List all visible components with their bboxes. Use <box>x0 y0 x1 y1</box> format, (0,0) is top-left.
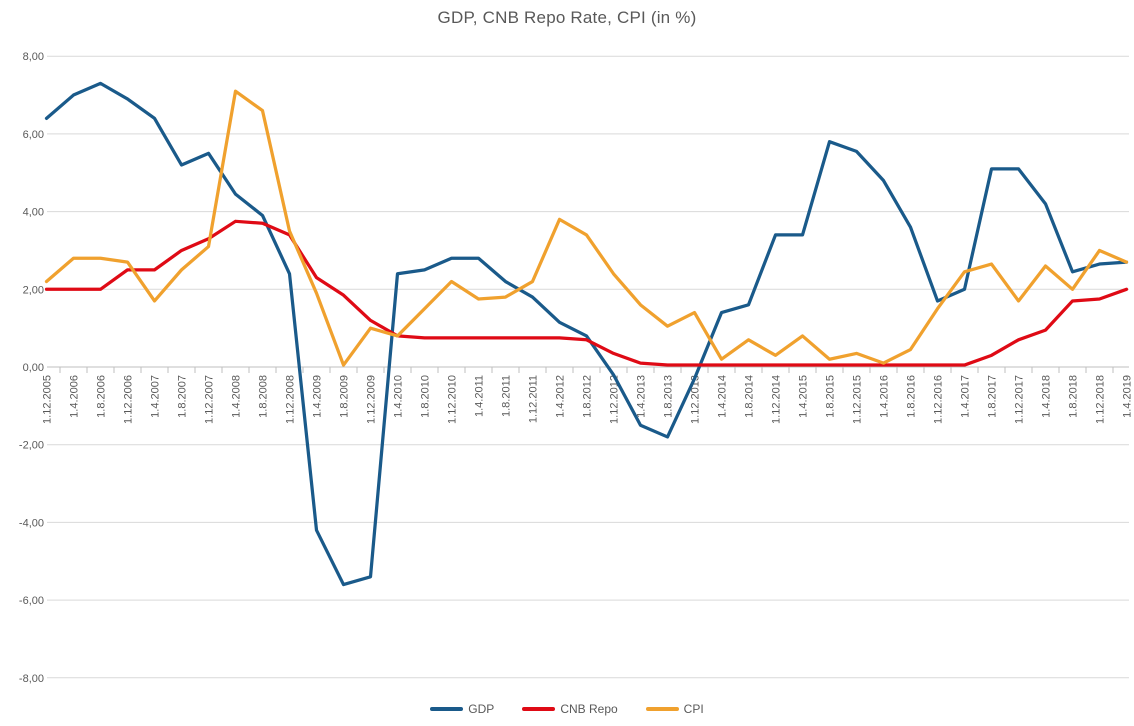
svg-text:1.12.2012: 1.12.2012 <box>609 375 621 424</box>
svg-text:-6,00: -6,00 <box>19 595 44 607</box>
svg-text:1.12.2014: 1.12.2014 <box>771 375 783 424</box>
svg-text:1.4.2018: 1.4.2018 <box>1041 375 1053 418</box>
svg-text:1.12.2007: 1.12.2007 <box>204 375 216 424</box>
legend-label-cnb-repo: CNB Repo <box>560 702 618 716</box>
svg-text:1.8.2007: 1.8.2007 <box>177 375 189 418</box>
svg-text:-2,00: -2,00 <box>19 440 44 452</box>
svg-text:0,00: 0,00 <box>23 362 44 374</box>
svg-text:1.12.2008: 1.12.2008 <box>285 375 297 424</box>
gdp-line-swatch-icon <box>430 707 464 711</box>
svg-text:2,00: 2,00 <box>23 284 44 296</box>
svg-text:1.12.2009: 1.12.2009 <box>366 375 378 424</box>
svg-text:1.8.2006: 1.8.2006 <box>96 375 108 418</box>
legend-item-gdp: GDP <box>430 702 494 716</box>
svg-text:1.12.2013: 1.12.2013 <box>690 375 702 424</box>
svg-text:1.4.2009: 1.4.2009 <box>312 375 324 418</box>
svg-text:1.8.2009: 1.8.2009 <box>339 375 351 418</box>
svg-text:1.4.2017: 1.4.2017 <box>960 375 972 418</box>
svg-text:1.4.2016: 1.4.2016 <box>879 375 891 418</box>
svg-text:1.8.2017: 1.8.2017 <box>987 375 999 418</box>
svg-text:1.8.2013: 1.8.2013 <box>663 375 675 418</box>
svg-text:1.8.2016: 1.8.2016 <box>906 375 918 418</box>
svg-text:1.12.2015: 1.12.2015 <box>852 375 864 424</box>
svg-text:1.12.2016: 1.12.2016 <box>933 375 945 424</box>
svg-text:1.8.2014: 1.8.2014 <box>744 375 756 418</box>
svg-text:8,00: 8,00 <box>23 51 44 63</box>
svg-text:1.12.2017: 1.12.2017 <box>1014 375 1026 424</box>
chart-legend: GDP CNB Repo CPI <box>0 702 1134 716</box>
svg-text:1.8.2012: 1.8.2012 <box>582 375 594 418</box>
legend-item-cnb-repo: CNB Repo <box>522 702 618 716</box>
svg-text:6,00: 6,00 <box>23 129 44 141</box>
svg-text:1.4.2011: 1.4.2011 <box>474 375 486 417</box>
svg-text:1.12.2010: 1.12.2010 <box>447 375 459 424</box>
svg-text:1.4.2010: 1.4.2010 <box>393 375 405 418</box>
svg-text:1.4.2007: 1.4.2007 <box>150 375 162 418</box>
svg-text:1.4.2015: 1.4.2015 <box>798 375 810 418</box>
svg-text:-4,00: -4,00 <box>19 517 44 529</box>
legend-item-cpi: CPI <box>645 702 704 716</box>
svg-text:1.12.2005: 1.12.2005 <box>42 375 54 424</box>
svg-text:1.12.2006: 1.12.2006 <box>123 375 135 424</box>
svg-text:1.12.2018: 1.12.2018 <box>1095 375 1107 424</box>
svg-text:1.8.2008: 1.8.2008 <box>258 375 270 418</box>
svg-text:-8,00: -8,00 <box>19 673 44 685</box>
svg-text:1.4.2012: 1.4.2012 <box>555 375 567 418</box>
svg-text:1.8.2011: 1.8.2011 <box>501 375 513 417</box>
svg-text:1.12.2011: 1.12.2011 <box>528 375 540 423</box>
svg-text:1.4.2008: 1.4.2008 <box>231 375 243 418</box>
cpi-line-swatch-icon <box>645 707 679 711</box>
svg-text:1.4.2006: 1.4.2006 <box>69 375 81 418</box>
legend-label-gdp: GDP <box>468 702 495 716</box>
cnb-repo-line-swatch-icon <box>522 707 556 711</box>
svg-text:1.4.2019: 1.4.2019 <box>1122 375 1134 418</box>
svg-text:1.8.2010: 1.8.2010 <box>420 375 432 418</box>
chart-title: GDP, CNB Repo Rate, CPI (in %) <box>437 8 697 27</box>
svg-text:1.8.2015: 1.8.2015 <box>825 375 837 418</box>
svg-text:4,00: 4,00 <box>23 207 44 219</box>
svg-text:1.4.2014: 1.4.2014 <box>717 375 729 418</box>
legend-label-cpi: CPI <box>683 702 704 716</box>
svg-text:1.4.2013: 1.4.2013 <box>636 375 648 418</box>
svg-text:1.8.2018: 1.8.2018 <box>1068 375 1080 418</box>
